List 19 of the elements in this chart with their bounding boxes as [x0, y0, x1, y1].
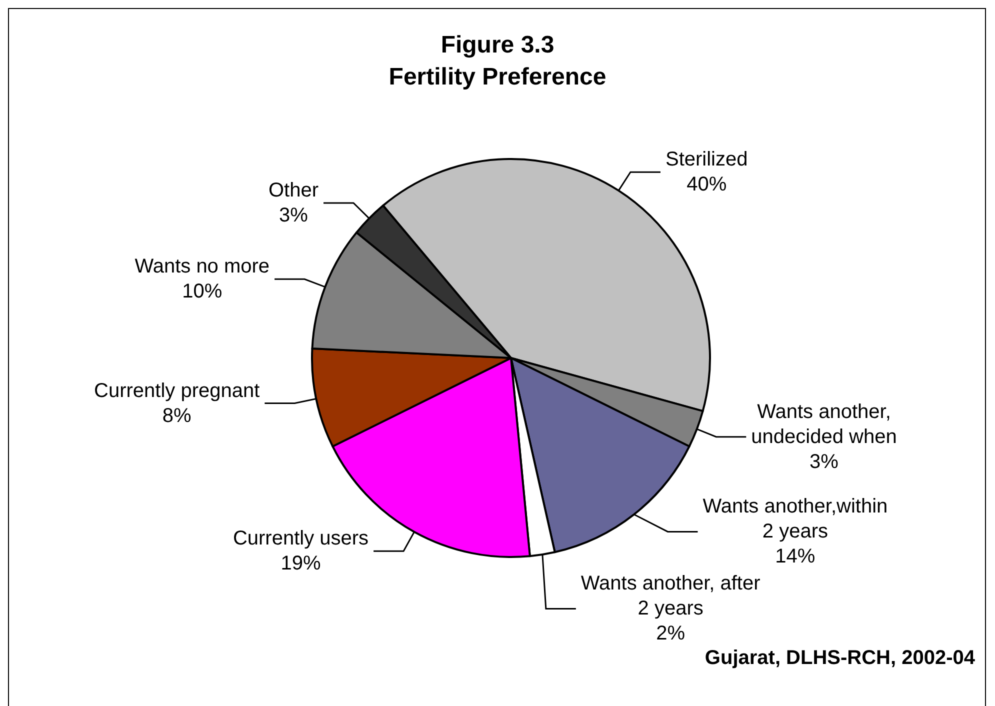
slice-label: Wants another, undecided when — [751, 400, 897, 448]
slice-label: Wants another,within 2 years — [702, 496, 888, 543]
text: Gujarat, DLHS-RCH, 2002-04 — [704, 647, 976, 669]
slice-label: Currently pregnant — [94, 380, 260, 402]
data-label: 10% — [182, 280, 222, 303]
data-label: 14% — [775, 546, 816, 568]
chart-title: Figure 3.3 — [440, 32, 554, 58]
slice-label: Other — [268, 179, 319, 202]
slice-label: Wants another, after 2 years — [580, 572, 761, 620]
data-label: 19% — [280, 552, 321, 575]
data-label: 2% — [656, 622, 686, 645]
data-label: 3% — [279, 204, 308, 226]
data-label: 3% — [810, 450, 839, 473]
data-label: 8% — [162, 404, 192, 427]
slice-label: Sterilized — [665, 148, 748, 171]
slice-label: Wants no more — [134, 256, 270, 278]
chart-subtitle: Fertility Preference — [388, 64, 606, 90]
data-label: 40% — [686, 174, 727, 196]
slice-label: Currently users — [232, 528, 369, 550]
